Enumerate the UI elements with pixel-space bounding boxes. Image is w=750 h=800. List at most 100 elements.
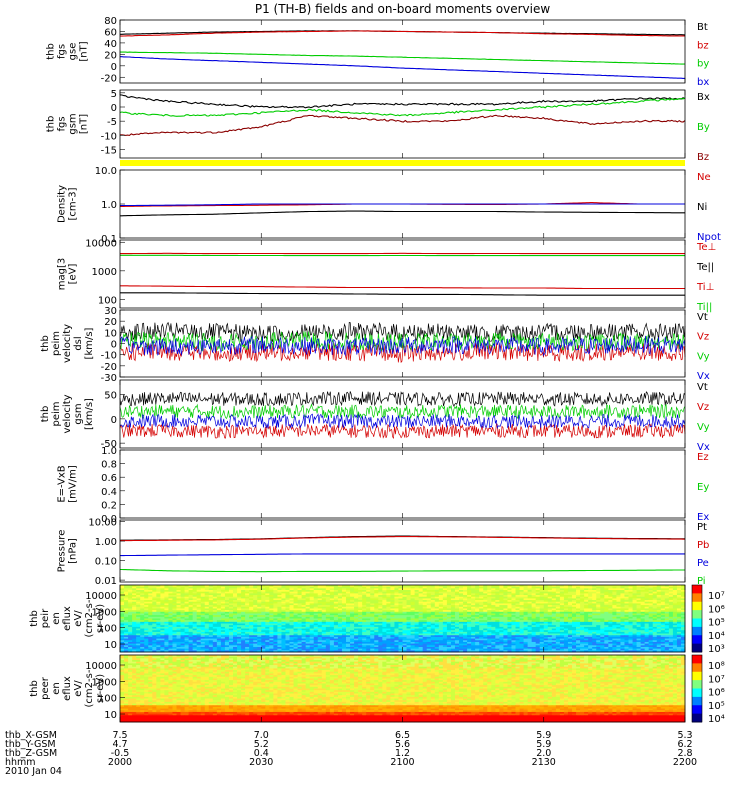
legend-Ez: Ez (697, 452, 709, 463)
y-tick-label: 0 (111, 340, 117, 351)
legend-Vx: Vx (697, 442, 710, 453)
y-tick-label: -15 (101, 146, 117, 157)
series-line-Ni (120, 210, 685, 217)
y-tick-label: 0.10 (95, 557, 117, 568)
series-line-By (119, 97, 686, 117)
colorbar-tick-label: 10⁷ (708, 674, 725, 685)
y-tick-label: 50 (104, 391, 117, 402)
y-axis-label-line: Density (57, 185, 68, 223)
y-tick-label: -10 (101, 351, 117, 362)
y-axis-label-line: (cm2-s- (84, 599, 95, 637)
y-tick-label: 20 (104, 50, 117, 61)
legend-Ex: Ex (697, 512, 709, 523)
y-axis-label-line: gse (68, 43, 79, 61)
legend-bz: bz (697, 40, 709, 51)
legend-Ey: Ey (697, 482, 709, 493)
y-axis-label-line: E=-VxB (57, 465, 68, 502)
y-tick-label: 40 (104, 39, 117, 50)
panel-efield: 1.0 0.8 0.6 0.4 0.2 0.0 E=-VxB[mV/m] Ez Ey Ex (57, 446, 710, 525)
xaxis-value: 6.2 (677, 739, 692, 750)
colorbar-segment (692, 618, 702, 628)
panel-frame (119, 239, 686, 309)
series-line-Vz (119, 342, 686, 364)
y-axis-label-line: thb (40, 335, 51, 352)
y-tick-label: 1.00 (95, 537, 117, 548)
xaxis-value: 2.0 (536, 748, 551, 759)
y-axis-label-line: gsm (73, 403, 84, 424)
y-axis-label-line: thb (29, 680, 40, 697)
y-axis-label-line: thb (46, 116, 57, 133)
y-tick-label: 10 (104, 710, 117, 721)
legend-Ne: Ne (697, 172, 711, 183)
y-tick-label: 1000 (92, 267, 117, 278)
y-tick-label: 0.4 (101, 487, 117, 498)
y-axis-label-line: [cm-3] (68, 187, 79, 220)
yellow-bar (120, 160, 685, 166)
panel-perm-gsm: 50 0 -50 thbpeimvelocitygsm[km/s] Vt Vz Vy Vx (40, 379, 710, 453)
legend-Vz: Vz (697, 402, 709, 413)
y-axis-label: thbpeimvelocitydsl[km/s] (40, 324, 95, 363)
y-tick-label: 0 (111, 415, 117, 426)
y-axis-label-line: [eV] (68, 264, 79, 285)
legend-Pe: Pe (697, 558, 709, 569)
colorbar-segment (692, 680, 702, 689)
xaxis-value: 5.3 (677, 730, 692, 741)
y-tick-label: 30 (104, 306, 117, 317)
legend-Vz: Vz (697, 332, 709, 343)
colorbar-segment (692, 601, 702, 611)
colorbar-tick-label: 10⁴ (708, 714, 725, 725)
series-line-Vy (119, 330, 686, 353)
y-tick-label: 10000 (85, 661, 117, 672)
colorbar-tick-label: 10⁵ (708, 701, 725, 712)
y-axis-label-line: [km/s] (84, 327, 95, 359)
y-tick-label: 100 (98, 624, 117, 635)
xaxis-value: 2030 (249, 757, 273, 768)
series-line-by (120, 51, 686, 65)
series-line-bz (119, 30, 686, 37)
y-axis-label: Pressure[nPa] (57, 530, 79, 573)
y-tick-label: 0 (111, 62, 117, 73)
colorbar-segment (692, 663, 702, 673)
y-axis-label: thbfgsgsm[nT] (46, 113, 90, 134)
colorbar-tick-label: 10⁵ (708, 618, 725, 629)
xaxis-value: 0.4 (254, 748, 269, 759)
panel-peer: 10⁸ 10⁷ 10⁶ 10⁵ 10⁴ 10000 1000 100 10 thbpeerenef… (29, 654, 725, 725)
colorbar-tick-label: 10⁴ (708, 631, 725, 642)
y-axis-label-line: dsl (73, 336, 84, 350)
colorbar-segment (692, 643, 702, 653)
y-axis-label-line: eV/ (73, 680, 84, 697)
legend-Ti⊥: Ti⊥ (696, 282, 714, 293)
xaxis-value: 5.6 (395, 739, 410, 750)
y-tick-label: 100 (98, 694, 117, 705)
y-axis-label-line: en (51, 612, 62, 625)
y-axis-label-line: velocity (62, 324, 73, 363)
series-line-Vy (119, 403, 686, 420)
series-line-Pe (120, 553, 685, 557)
y-axis-label-line: eflux (62, 676, 73, 701)
colorbar-tick-label: 10⁶ (708, 604, 725, 615)
panel-frame (119, 19, 686, 84)
y-tick-label: 0.01 (95, 576, 117, 587)
y-tick-label: 0 (111, 103, 117, 114)
y-axis-label: Density[cm-3] (57, 185, 79, 223)
y-axis-label: thbpeirenefluxeV/(cm2-s-sr-eV) (29, 599, 106, 637)
xaxis-value: 7.5 (112, 730, 127, 741)
y-axis-label-line: thb (29, 610, 40, 627)
y-tick-label: 1000 (92, 607, 117, 618)
legend-Te||: Te|| (696, 262, 714, 273)
colorbar-frame (691, 584, 703, 653)
colorbar-segment (692, 610, 702, 619)
y-axis-label-line: peim (51, 331, 62, 356)
colorbar-segment (692, 671, 702, 681)
y-tick-label: 0.6 (101, 473, 117, 484)
y-axis-label-line: fgs (57, 116, 68, 131)
y-tick-label: -5 (107, 117, 117, 128)
series-line-Vx (119, 413, 686, 430)
series-line-Te⊥ (120, 285, 685, 290)
legend-Npot: Npot (697, 232, 721, 243)
legend-bx: bx (697, 77, 709, 88)
xaxis-row-label: hhmm (5, 757, 36, 768)
xaxis-date: 2010 Jan 04 (5, 766, 62, 777)
xaxis-value: 2130 (532, 757, 556, 768)
